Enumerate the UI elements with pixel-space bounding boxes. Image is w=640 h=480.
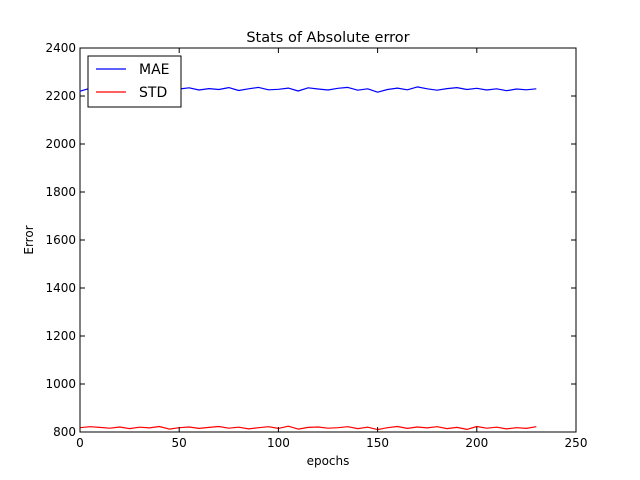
y-tick-label: 2200 xyxy=(45,89,76,103)
y-tick-label: 2400 xyxy=(45,41,76,55)
y-tick-label: 2000 xyxy=(45,137,76,151)
x-tick-label: 100 xyxy=(267,436,290,450)
y-tick-label: 800 xyxy=(53,425,76,439)
legend-box xyxy=(87,55,182,108)
plot-area xyxy=(79,47,577,433)
y-tick-label: 1600 xyxy=(45,233,76,247)
x-tick-label: 0 xyxy=(76,436,84,450)
x-tick-label: 150 xyxy=(366,436,389,450)
y-tick-label: 1000 xyxy=(45,377,76,391)
y-tick-label: 1800 xyxy=(45,185,76,199)
legend: MAE STD xyxy=(87,55,182,108)
y-tick-label: 1200 xyxy=(45,329,76,343)
legend-label-std: STD xyxy=(139,85,167,101)
tick-layer: 0 50 100 150 200 250 800 1000 1200 1400 1600 1800 20… xyxy=(45,41,587,450)
x-tick-label: 250 xyxy=(565,436,588,450)
x-tick-label: 50 xyxy=(172,436,187,450)
x-tick-label: 200 xyxy=(465,436,488,450)
legend-label-mae: MAE xyxy=(139,62,170,78)
y-tick-label: 1400 xyxy=(45,281,76,295)
y-axis-title: Error xyxy=(22,225,36,254)
series-line-std xyxy=(79,425,537,431)
chart-title: Stats of Absolute error xyxy=(246,30,409,46)
x-axis-title: epochs xyxy=(307,454,350,468)
